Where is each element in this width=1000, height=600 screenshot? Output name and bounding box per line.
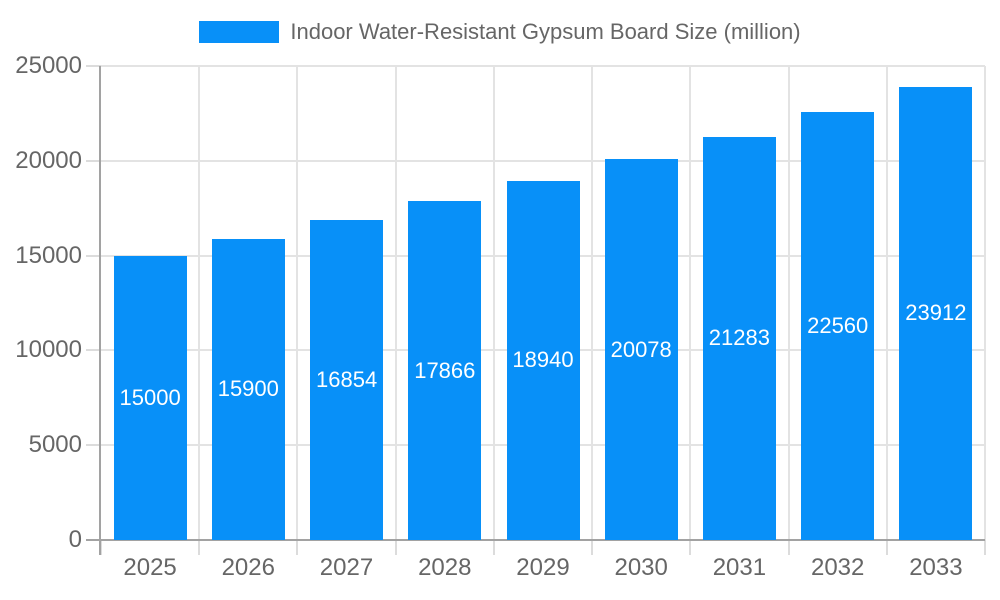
gridline-vertical xyxy=(296,66,299,540)
legend-label[interactable]: Indoor Water-Resistant Gypsum Board Size… xyxy=(290,19,801,44)
bar[interactable] xyxy=(310,220,384,540)
y-axis-tick-label: 5000 xyxy=(28,431,82,459)
x-axis-tick-label: 2027 xyxy=(319,554,374,581)
bar[interactable] xyxy=(604,159,678,540)
y-axis-tick-label: 10000 xyxy=(15,336,82,364)
gridline-vertical xyxy=(198,66,201,540)
y-axis-tick-label: 15000 xyxy=(15,241,82,269)
y-axis-line xyxy=(99,66,101,555)
bar-value-label: 23912 xyxy=(905,300,967,326)
bar-value-label: 21283 xyxy=(708,325,770,351)
gridline-vertical xyxy=(885,66,888,540)
x-axis-tick-label: 2033 xyxy=(909,554,963,581)
bar-value-label: 18940 xyxy=(512,347,574,373)
bar-value-label: 15000 xyxy=(119,384,181,410)
bar[interactable] xyxy=(899,86,973,540)
x-axis-tick-label: 2028 xyxy=(418,554,472,581)
bar[interactable] xyxy=(113,255,187,540)
gridline-vertical xyxy=(787,66,790,540)
gridline-vertical xyxy=(394,66,397,540)
legend: Indoor Water-Resistant Gypsum Board Size… xyxy=(0,20,1000,44)
bar-value-label: 20078 xyxy=(610,336,672,362)
bar-value-label: 17866 xyxy=(414,357,476,383)
gridline-vertical xyxy=(984,66,986,540)
x-axis-tick-label: 2029 xyxy=(516,554,570,581)
x-axis-tick-label: 2030 xyxy=(614,554,668,581)
gridline-horizontal xyxy=(101,65,985,67)
bar[interactable] xyxy=(408,201,482,540)
bar-value-label: 22560 xyxy=(807,313,869,339)
y-axis-tick-label: 0 xyxy=(68,526,82,553)
y-axis-tick-label: 25000 xyxy=(15,52,82,79)
bar-value-label: 15900 xyxy=(217,376,279,402)
bar[interactable] xyxy=(211,238,285,540)
x-axis-tick-label: 2032 xyxy=(810,554,865,581)
bar[interactable] xyxy=(506,180,580,540)
x-axis-tick-label: 2031 xyxy=(712,554,767,581)
x-axis-tick-label: 2025 xyxy=(123,554,177,581)
bar[interactable] xyxy=(702,136,776,540)
bar-value-label: 16854 xyxy=(316,367,378,393)
gridline-vertical xyxy=(689,66,692,540)
gridline-vertical xyxy=(591,66,594,540)
x-axis-line xyxy=(86,539,985,541)
y-axis-tick-label: 20000 xyxy=(15,146,82,174)
x-axis-tick-label: 2026 xyxy=(221,554,275,581)
bar[interactable] xyxy=(801,112,875,540)
gridline-vertical xyxy=(492,66,495,540)
legend-swatch-icon[interactable] xyxy=(199,21,280,43)
